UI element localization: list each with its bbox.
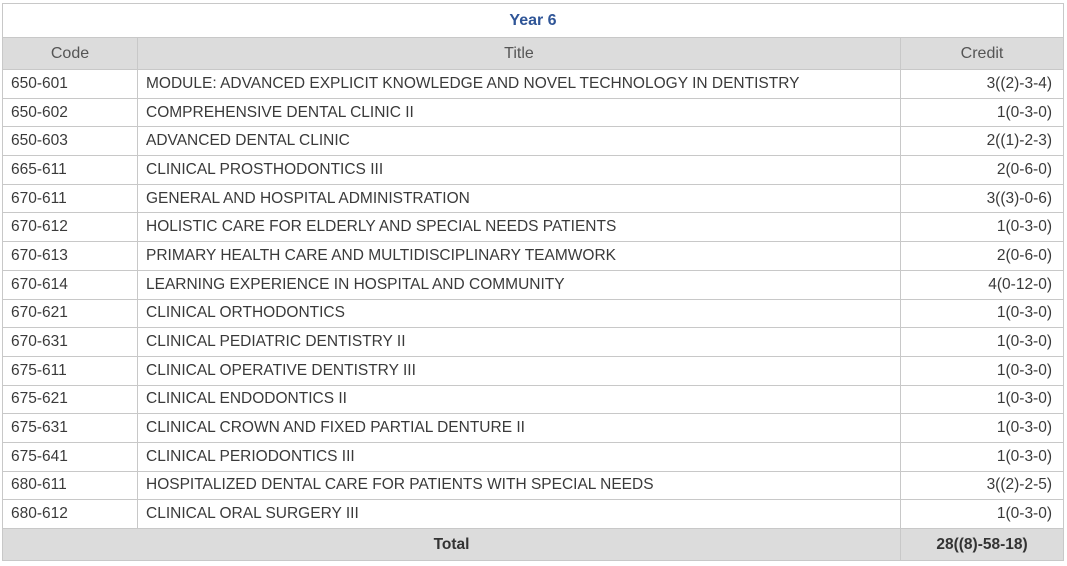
table-row: 650-603 ADVANCED DENTAL CLINIC 2((1)-2-3) bbox=[2, 126, 1065, 157]
course-title-cell: CLINICAL ORAL SURGERY III bbox=[137, 499, 901, 529]
table-row: 675-611 CLINICAL OPERATIVE DENTISTRY III 1… bbox=[2, 355, 1065, 386]
course-title-cell: MODULE: ADVANCED EXPLICIT KNOWLEDGE AND … bbox=[137, 69, 901, 99]
table-row: 670-621 CLINICAL ORTHODONTICS 1(0-3-0) bbox=[2, 298, 1065, 329]
course-credit-cell: 2((1)-2-3) bbox=[899, 126, 1065, 157]
course-code-cell: 670-631 bbox=[2, 327, 138, 357]
table-row: 670-614 LEARNING EXPERIENCE IN HOSPITAL A… bbox=[2, 269, 1065, 300]
total-credit-value: 28((8)-58-18) bbox=[899, 528, 1065, 561]
table-heading: Year 6 bbox=[1, 3, 1065, 38]
table-header-row: Code Title Credit bbox=[2, 37, 1065, 70]
course-title-cell: CLINICAL ORTHODONTICS bbox=[137, 298, 901, 329]
table-row: 675-641 CLINICAL PERIODONTICS III 1(0-3-0) bbox=[2, 441, 1065, 472]
course-title-cell: HOLISTIC CARE FOR ELDERLY AND SPECIAL NE… bbox=[137, 212, 901, 243]
curriculum-table: Year 6 Code Title Credit 650-601 MODULE: … bbox=[1, 3, 1065, 561]
column-header-title: Title bbox=[137, 37, 901, 70]
course-credit-cell: 1(0-3-0) bbox=[899, 327, 1065, 357]
course-code-cell: 675-621 bbox=[2, 384, 138, 415]
table-row: 670-613 PRIMARY HEALTH CARE AND MULTIDISC… bbox=[2, 241, 1065, 271]
course-credit-cell: 1(0-3-0) bbox=[899, 499, 1065, 529]
course-credit-cell: 3((3)-0-6) bbox=[899, 183, 1065, 214]
course-code-cell: 650-602 bbox=[2, 97, 138, 128]
total-row: Total 28((8)-58-18) bbox=[2, 528, 1065, 561]
course-credit-cell: 1(0-3-0) bbox=[899, 298, 1065, 329]
course-code-cell: 665-611 bbox=[2, 155, 138, 185]
table-row: 670-612 HOLISTIC CARE FOR ELDERLY AND SPE… bbox=[2, 212, 1065, 243]
course-credit-cell: 1(0-3-0) bbox=[899, 413, 1065, 443]
course-code-cell: 670-612 bbox=[2, 212, 138, 243]
course-title-cell: CLINICAL ENDODONTICS II bbox=[137, 384, 901, 415]
course-credit-cell: 1(0-3-0) bbox=[899, 355, 1065, 386]
table-row: 650-602 COMPREHENSIVE DENTAL CLINIC II 1(0… bbox=[2, 97, 1065, 128]
course-title-cell: CLINICAL OPERATIVE DENTISTRY III bbox=[137, 355, 901, 386]
course-credit-cell: 1(0-3-0) bbox=[899, 441, 1065, 472]
course-title-cell: CLINICAL PEDIATRIC DENTISTRY II bbox=[137, 327, 901, 357]
course-code-cell: 680-612 bbox=[2, 499, 138, 529]
course-code-cell: 675-631 bbox=[2, 413, 138, 443]
course-title-cell: PRIMARY HEALTH CARE AND MULTIDISCIPLINAR… bbox=[137, 241, 901, 271]
course-credit-cell: 1(0-3-0) bbox=[899, 97, 1065, 128]
table-row: 650-601 MODULE: ADVANCED EXPLICIT KNOWLED… bbox=[2, 69, 1065, 99]
column-header-code: Code bbox=[2, 37, 138, 70]
course-code-cell: 650-601 bbox=[2, 69, 138, 99]
course-title-cell: COMPREHENSIVE DENTAL CLINIC II bbox=[137, 97, 901, 128]
course-credit-cell: 2(0-6-0) bbox=[899, 241, 1065, 271]
table-row: 670-631 CLINICAL PEDIATRIC DENTISTRY II 1(… bbox=[2, 327, 1065, 357]
table-row: 675-621 CLINICAL ENDODONTICS II 1(0-3-0) bbox=[2, 384, 1065, 415]
course-code-cell: 670-621 bbox=[2, 298, 138, 329]
course-credit-cell: 1(0-3-0) bbox=[899, 212, 1065, 243]
course-title-cell: ADVANCED DENTAL CLINIC bbox=[137, 126, 901, 157]
course-code-cell: 675-641 bbox=[2, 441, 138, 472]
course-title-cell: CLINICAL PERIODONTICS III bbox=[137, 441, 901, 472]
course-credit-cell: 2(0-6-0) bbox=[899, 155, 1065, 185]
table-title-row: Year 6 bbox=[1, 3, 1065, 38]
course-title-cell: CLINICAL PROSTHODONTICS III bbox=[137, 155, 901, 185]
course-code-cell: 670-611 bbox=[2, 183, 138, 214]
curriculum-table-container: Year 6 Code Title Credit 650-601 MODULE: … bbox=[1, 3, 1065, 561]
column-header-credit: Credit bbox=[899, 37, 1065, 70]
course-credit-cell: 3((2)-2-5) bbox=[899, 470, 1065, 501]
course-code-cell: 670-613 bbox=[2, 241, 138, 271]
course-credit-cell: 4(0-12-0) bbox=[899, 269, 1065, 300]
course-title-cell: CLINICAL CROWN AND FIXED PARTIAL DENTURE… bbox=[137, 413, 901, 443]
table-row: 675-631 CLINICAL CROWN AND FIXED PARTIAL … bbox=[2, 413, 1065, 443]
course-title-cell: LEARNING EXPERIENCE IN HOSPITAL AND COMM… bbox=[137, 269, 901, 300]
course-code-cell: 650-603 bbox=[2, 126, 138, 157]
course-credit-cell: 3((2)-3-4) bbox=[899, 69, 1065, 99]
course-credit-cell: 1(0-3-0) bbox=[899, 384, 1065, 415]
course-code-cell: 670-614 bbox=[2, 269, 138, 300]
table-row: 680-611 HOSPITALIZED DENTAL CARE FOR PATI… bbox=[2, 470, 1065, 501]
course-code-cell: 680-611 bbox=[2, 470, 138, 501]
course-code-cell: 675-611 bbox=[2, 355, 138, 386]
total-label: Total bbox=[2, 528, 901, 561]
table-row: 665-611 CLINICAL PROSTHODONTICS III 2(0-6-… bbox=[2, 155, 1065, 185]
table-row: 670-611 GENERAL AND HOSPITAL ADMINISTRATI… bbox=[2, 183, 1065, 214]
course-title-cell: HOSPITALIZED DENTAL CARE FOR PATIENTS WI… bbox=[137, 470, 901, 501]
course-title-cell: GENERAL AND HOSPITAL ADMINISTRATION bbox=[137, 183, 901, 214]
table-row: 680-612 CLINICAL ORAL SURGERY III 1(0-3-0) bbox=[2, 499, 1065, 529]
